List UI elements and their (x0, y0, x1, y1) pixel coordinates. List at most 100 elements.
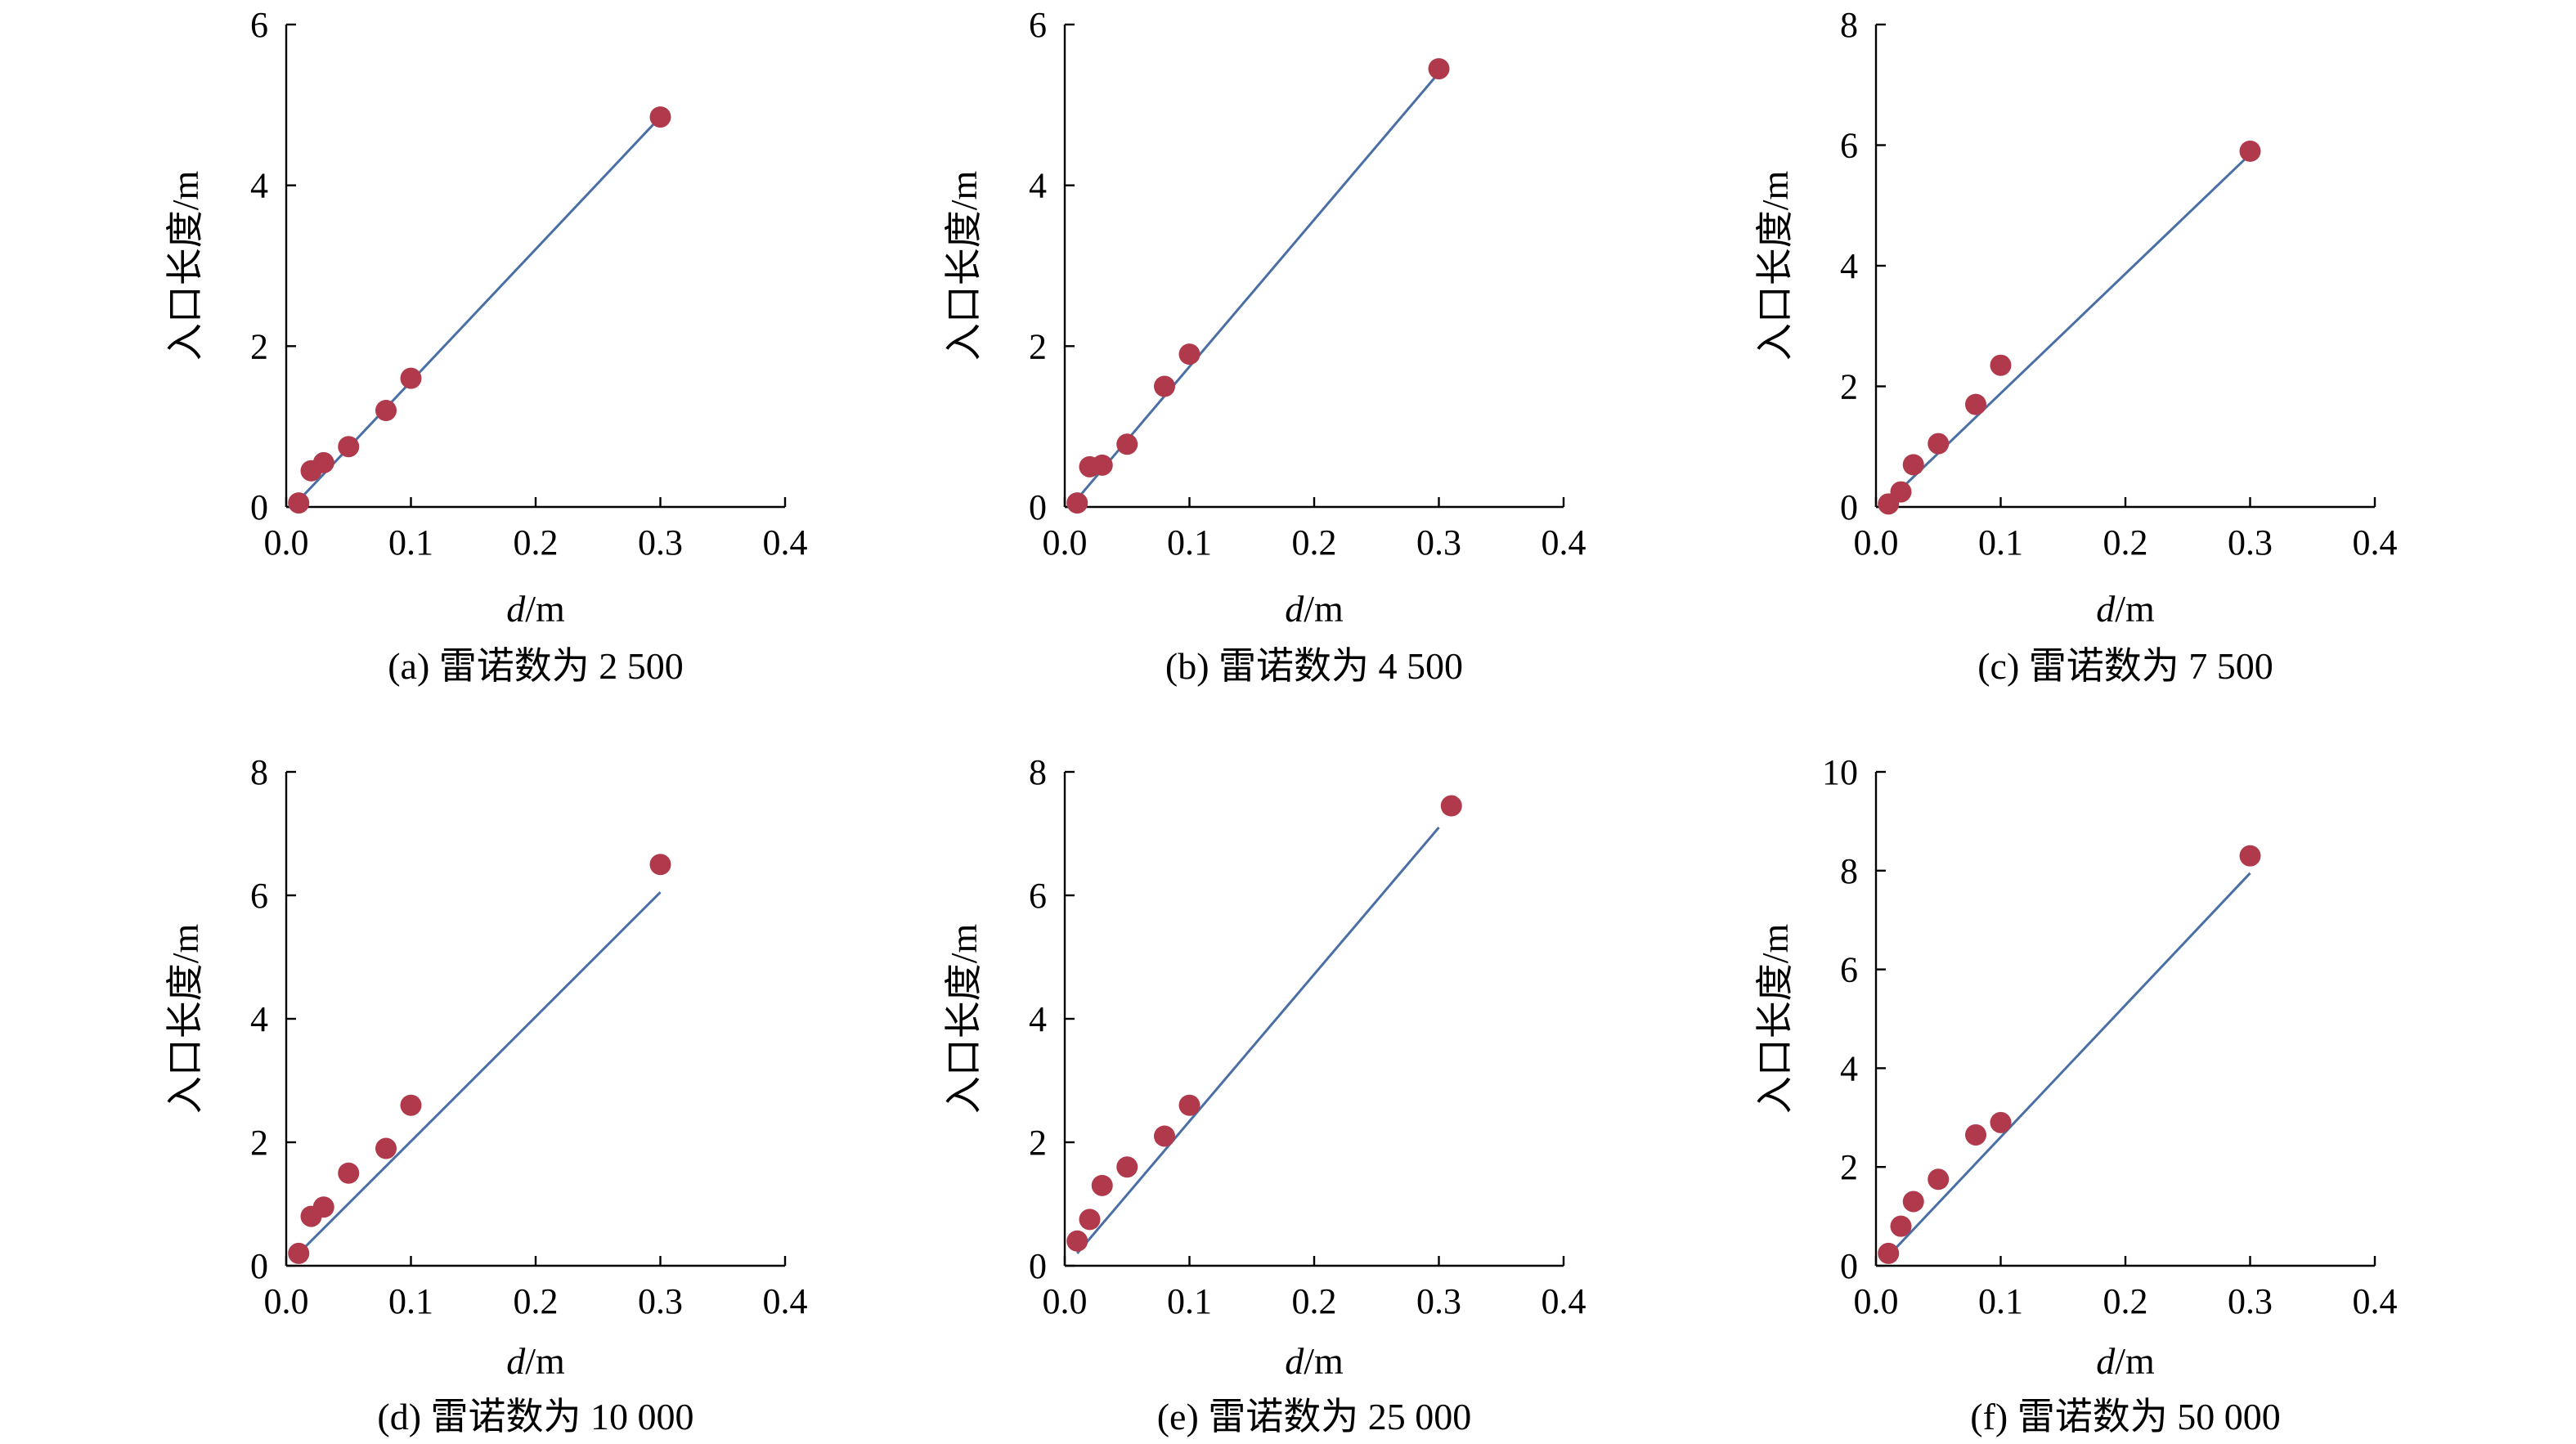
x-axis-label-unit: /m (2115, 588, 2155, 630)
data-point (1990, 354, 2012, 376)
chart-panel-c: 0.0 0.1 0.2 0.3 0.4 0 2 4 6 8 入口长度/m d/m (c) 雷诺数为 7 … (1754, 5, 2398, 687)
x-tick-label: 0.4 (2353, 1281, 2398, 1321)
x-axis-label-unit: /m (1304, 1340, 1344, 1382)
x-tick-label: 0.4 (763, 522, 808, 563)
data-point (1154, 375, 1175, 397)
fit-line (1076, 72, 1440, 500)
x-tick-label: 0.4 (1542, 522, 1586, 563)
x-axis-label-variable: d (2096, 588, 2116, 630)
y-tick-label: 4 (1029, 999, 1047, 1039)
data-point (312, 1196, 334, 1218)
y-tick-label: 4 (1029, 166, 1047, 206)
y-tick-label: 6 (1840, 950, 1858, 990)
x-tick-label: 0.1 (1167, 522, 1212, 563)
y-tick-label: 0 (1840, 1246, 1858, 1286)
x-tick-label: 0.2 (2103, 1281, 2148, 1321)
y-tick-label: 2 (250, 1123, 268, 1163)
x-axis-label: d/m (506, 588, 565, 630)
x-tick-label: 0.4 (2353, 522, 2398, 563)
x-axis-label-unit: /m (525, 1340, 565, 1382)
x-axis-label-variable: d (1285, 588, 1304, 630)
x-axis-label: d/m (506, 1340, 565, 1382)
x-tick-label: 0.2 (1292, 522, 1337, 563)
panel-caption: (c) 雷诺数为 7 500 (1977, 645, 2273, 687)
y-axis-label: 入口长度/m (164, 924, 206, 1114)
data-point (1154, 1125, 1175, 1147)
x-axis-label-variable: d (1285, 1340, 1304, 1382)
x-axis-label: d/m (1285, 588, 1344, 630)
y-tick-label: 4 (1840, 1048, 1858, 1088)
data-point (2239, 845, 2261, 867)
x-tick-label: 0.0 (1854, 1281, 1899, 1321)
y-tick-label: 6 (1029, 5, 1047, 45)
x-tick-label: 0.0 (1043, 522, 1088, 563)
data-point (375, 1137, 397, 1159)
chart-panel-f: 0.0 0.1 0.2 0.3 0.4 0 2 4 6 8 10 入口长度/m d/m (f) 雷诺数为 … (1754, 752, 2398, 1437)
y-tick-label: 0 (250, 1246, 268, 1286)
y-tick-label: 0 (1029, 487, 1047, 527)
x-axis-label-unit: /m (2115, 1340, 2155, 1382)
x-tick-label: 0.1 (1978, 522, 2023, 563)
data-point (1116, 1156, 1138, 1178)
data-point (1178, 1094, 1200, 1116)
data-point (1990, 1111, 2012, 1133)
y-tick-label: 4 (250, 999, 268, 1039)
data-point (338, 1162, 360, 1184)
fit-line (1887, 872, 2251, 1257)
chart-panel-e: 0.0 0.1 0.2 0.3 0.4 0 2 4 6 8 入口长度/m d/m (e) 雷诺数为 25… (943, 752, 1586, 1437)
data-point (2239, 140, 2261, 162)
data-point (649, 854, 671, 876)
y-tick-label: 2 (1029, 326, 1047, 366)
x-tick-label: 0.3 (638, 522, 683, 563)
y-tick-label: 6 (250, 876, 268, 916)
y-tick-label: 2 (1840, 367, 1858, 407)
x-tick-label: 0.0 (1043, 1281, 1088, 1321)
fit-line (1076, 826, 1440, 1254)
data-point (1178, 343, 1200, 365)
data-point (1965, 1123, 1986, 1146)
x-axis-label-variable: d (2096, 1340, 2116, 1382)
x-tick-label: 0.3 (2228, 1281, 2273, 1321)
x-axis-label: d/m (2096, 1340, 2155, 1382)
x-tick-label: 0.4 (1542, 1281, 1586, 1321)
fit-line (298, 116, 662, 502)
y-tick-label: 2 (250, 326, 268, 366)
y-tick-label: 6 (250, 5, 268, 45)
x-tick-label: 0.3 (638, 1281, 683, 1321)
y-tick-label: 6 (1029, 876, 1047, 916)
data-point (649, 106, 671, 128)
y-axis-label: 入口长度/m (164, 171, 206, 361)
panel-caption: (e) 雷诺数为 25 000 (1157, 1396, 1472, 1437)
y-tick-label: 8 (1840, 851, 1858, 891)
data-point (1878, 1242, 1900, 1264)
chart-panel-a: 0.0 0.1 0.2 0.3 0.4 0 2 4 6 入口长度/m d/m (a) 雷诺数为 2 5… (164, 5, 808, 687)
x-tick-label: 0.0 (264, 522, 309, 563)
x-axis-label: d/m (1285, 1340, 1344, 1382)
data-point (400, 367, 422, 389)
fit-line (298, 891, 662, 1254)
data-point (288, 1242, 310, 1264)
data-point (312, 451, 334, 473)
y-tick-label: 4 (1840, 246, 1858, 286)
panel-caption: (d) 雷诺数为 10 000 (377, 1396, 693, 1437)
data-point (1902, 454, 1924, 476)
x-tick-label: 0.2 (514, 522, 559, 563)
y-axis-label: 入口长度/m (943, 924, 985, 1114)
data-point (1928, 1168, 1950, 1191)
x-tick-label: 0.3 (1416, 522, 1461, 563)
y-tick-label: 10 (1822, 752, 1858, 792)
x-tick-label: 0.1 (388, 1281, 433, 1321)
data-point (1066, 1230, 1088, 1252)
x-axis-label-unit: /m (525, 588, 565, 630)
x-tick-label: 0.0 (264, 1281, 309, 1321)
x-tick-label: 0.2 (2103, 522, 2148, 563)
data-point (1928, 433, 1950, 455)
data-point (338, 436, 360, 458)
y-axis-label: 入口长度/m (943, 171, 985, 361)
data-point (1965, 393, 1986, 415)
data-point (1091, 454, 1113, 476)
y-tick-label: 2 (1029, 1123, 1047, 1163)
y-axis-label: 入口长度/m (1754, 924, 1796, 1114)
y-tick-label: 8 (250, 752, 268, 792)
y-tick-label: 6 (1840, 126, 1858, 166)
